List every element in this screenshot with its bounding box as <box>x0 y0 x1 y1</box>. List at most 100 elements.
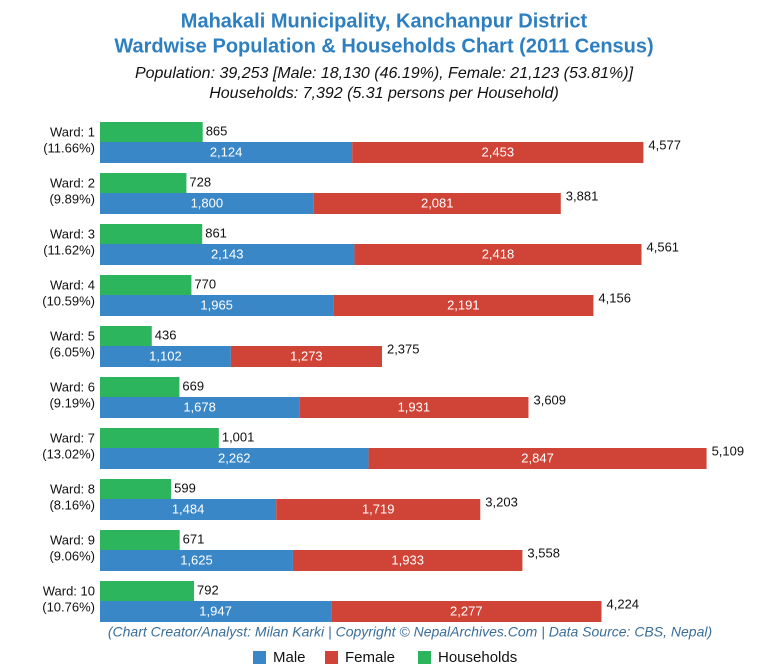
population-bar <box>299 397 529 418</box>
segment-label: 2,418 <box>482 246 515 261</box>
total-label: 3,881 <box>566 188 599 203</box>
households-bar <box>100 530 180 550</box>
category-share: (11.62%) <box>43 242 95 257</box>
category-share: (10.76%) <box>42 599 95 614</box>
source-note: (Chart Creator/Analyst: Milan Karki | Co… <box>108 624 712 640</box>
category-label: Ward: 1 <box>50 124 95 139</box>
population-bar <box>100 601 332 622</box>
category-share: (9.19%) <box>49 395 95 410</box>
households-label: 436 <box>155 327 177 342</box>
total-label: 2,375 <box>387 341 420 356</box>
households-label: 865 <box>206 123 228 138</box>
population-bar <box>352 142 644 163</box>
category-label: Ward: 9 <box>50 532 95 547</box>
chart-subtitle: Households: 7,392 (5.31 persons per Hous… <box>209 85 559 102</box>
households-bar <box>100 326 152 346</box>
category-share: (10.59%) <box>42 293 95 308</box>
segment-label: 2,143 <box>211 246 244 261</box>
category-label: Ward: 3 <box>50 226 95 241</box>
segment-label: 2,847 <box>521 450 554 465</box>
households-bar <box>100 428 219 448</box>
total-label: 3,203 <box>485 494 518 509</box>
segment-label: 1,102 <box>149 348 182 363</box>
households-bar <box>100 224 203 244</box>
category-label: Ward: 7 <box>50 430 95 445</box>
population-bar <box>368 448 707 469</box>
households-label: 1,001 <box>222 429 255 444</box>
households-label: 792 <box>197 582 219 597</box>
households-bar <box>100 275 192 295</box>
chart-title: Mahakali Municipality, Kanchanpur Distri… <box>181 10 588 32</box>
population-bar <box>276 499 481 520</box>
total-label: 3,609 <box>533 392 566 407</box>
population-bar <box>100 142 353 163</box>
households-bar <box>100 173 187 193</box>
population-bar <box>100 295 334 316</box>
legend-swatch <box>418 651 431 664</box>
total-label: 4,577 <box>648 137 681 152</box>
population-bar <box>230 346 382 367</box>
households-label: 861 <box>205 225 227 240</box>
population-bar <box>354 244 642 265</box>
population-bar <box>100 397 300 418</box>
households-label: 671 <box>183 531 205 546</box>
legend-label: Male <box>273 649 306 666</box>
category-label: Ward: 8 <box>50 481 95 496</box>
population-bar <box>100 193 314 214</box>
category-label: Ward: 2 <box>50 175 95 190</box>
segment-label: 1,484 <box>172 501 205 516</box>
households-bar <box>100 581 195 601</box>
segment-label: 1,965 <box>200 297 233 312</box>
segment-label: 2,124 <box>210 144 243 159</box>
households-bar <box>100 122 203 142</box>
segment-label: 1,625 <box>180 552 213 567</box>
segment-label: 1,933 <box>391 552 424 567</box>
segment-label: 2,081 <box>421 195 454 210</box>
legend-label: Female <box>345 649 395 666</box>
category-share: (9.06%) <box>49 548 95 563</box>
total-label: 4,224 <box>607 596 640 611</box>
households-label: 669 <box>182 378 204 393</box>
segment-label: 1,947 <box>199 603 232 618</box>
segment-label: 2,277 <box>450 603 483 618</box>
legend-swatch <box>253 651 266 664</box>
population-bar <box>100 244 355 265</box>
segment-label: 2,453 <box>482 144 515 159</box>
category-label: Ward: 4 <box>50 277 95 292</box>
segment-label: 2,262 <box>218 450 251 465</box>
households-label: 599 <box>174 480 196 495</box>
category-share: (9.89%) <box>49 191 95 206</box>
households-label: 728 <box>189 174 211 189</box>
segment-label: 1,800 <box>191 195 224 210</box>
population-bar <box>100 448 369 469</box>
total-label: 4,156 <box>598 290 631 305</box>
households-bar <box>100 479 172 499</box>
category-label: Ward: 5 <box>50 328 95 343</box>
segment-label: 2,191 <box>447 297 480 312</box>
chart-title: Wardwise Population & Households Chart (… <box>114 35 653 57</box>
category-label: Ward: 10 <box>43 583 95 598</box>
segment-label: 1,273 <box>290 348 323 363</box>
category-share: (11.66%) <box>43 140 95 155</box>
segment-label: 1,931 <box>398 399 431 414</box>
category-share: (6.05%) <box>49 344 95 359</box>
households-label: 770 <box>194 276 216 291</box>
legend-label: Households <box>438 649 517 666</box>
category-share: (8.16%) <box>49 497 95 512</box>
population-bar <box>292 550 523 571</box>
total-label: 5,109 <box>712 443 745 458</box>
legend-swatch <box>325 651 338 664</box>
segment-label: 1,719 <box>362 501 395 516</box>
total-label: 4,561 <box>647 239 680 254</box>
population-bar <box>313 193 561 214</box>
population-bar <box>100 346 231 367</box>
population-bar <box>100 550 293 571</box>
total-label: 3,558 <box>527 545 560 560</box>
population-bar <box>331 601 602 622</box>
chart-subtitle: Population: 39,253 [Male: 18,130 (46.19%… <box>135 65 634 82</box>
population-bar <box>100 499 277 520</box>
category-share: (13.02%) <box>42 446 95 461</box>
segment-label: 1,678 <box>183 399 216 414</box>
category-label: Ward: 6 <box>50 379 95 394</box>
